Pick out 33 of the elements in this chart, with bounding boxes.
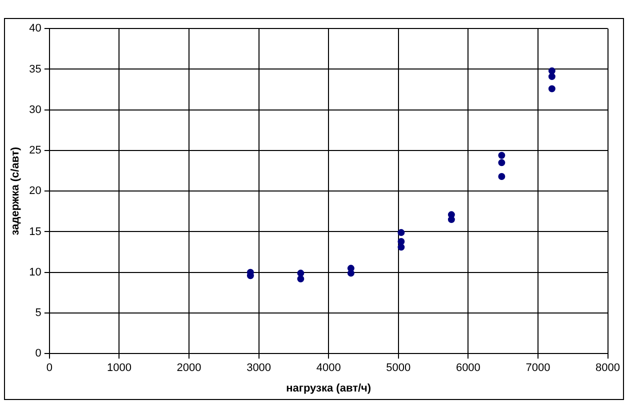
x-tick-label: 5000 — [386, 362, 411, 374]
point — [448, 216, 455, 224]
y-tick-label: 5 — [35, 307, 42, 320]
y-tick-label: 20 — [29, 185, 42, 198]
point — [498, 159, 506, 166]
point — [548, 73, 556, 80]
point — [297, 275, 304, 282]
point — [347, 270, 354, 277]
y-tick-label: 40 — [29, 22, 42, 35]
point — [498, 152, 506, 159]
y-tick-label: 10 — [29, 266, 42, 278]
x-tick-label: 3000 — [246, 362, 272, 374]
point — [297, 270, 304, 277]
x-tick-label: 0 — [46, 362, 52, 374]
point — [548, 85, 556, 92]
x-tick-label: 4000 — [316, 362, 341, 374]
y-tick-label: 35 — [29, 63, 42, 76]
point — [548, 67, 556, 74]
x-tick-label: 7000 — [526, 362, 550, 374]
y-tick-label: 15 — [29, 226, 42, 238]
x-tick-label: 2000 — [176, 362, 202, 374]
y-tick-label: 30 — [29, 104, 42, 116]
y-tick-label: 25 — [29, 144, 42, 157]
point — [398, 229, 405, 236]
x-axis-title: нагрузка (авт/ч) — [286, 382, 372, 394]
x-tick-label: 1000 — [106, 362, 132, 374]
point — [498, 172, 506, 180]
y-tick-label: 0 — [35, 348, 42, 360]
x-tick-label: 8000 — [596, 362, 620, 374]
y-axis-title: задержка (с/авт) — [10, 146, 22, 236]
point — [398, 238, 405, 245]
x-tick-label: 6000 — [456, 362, 480, 374]
point — [398, 244, 405, 251]
